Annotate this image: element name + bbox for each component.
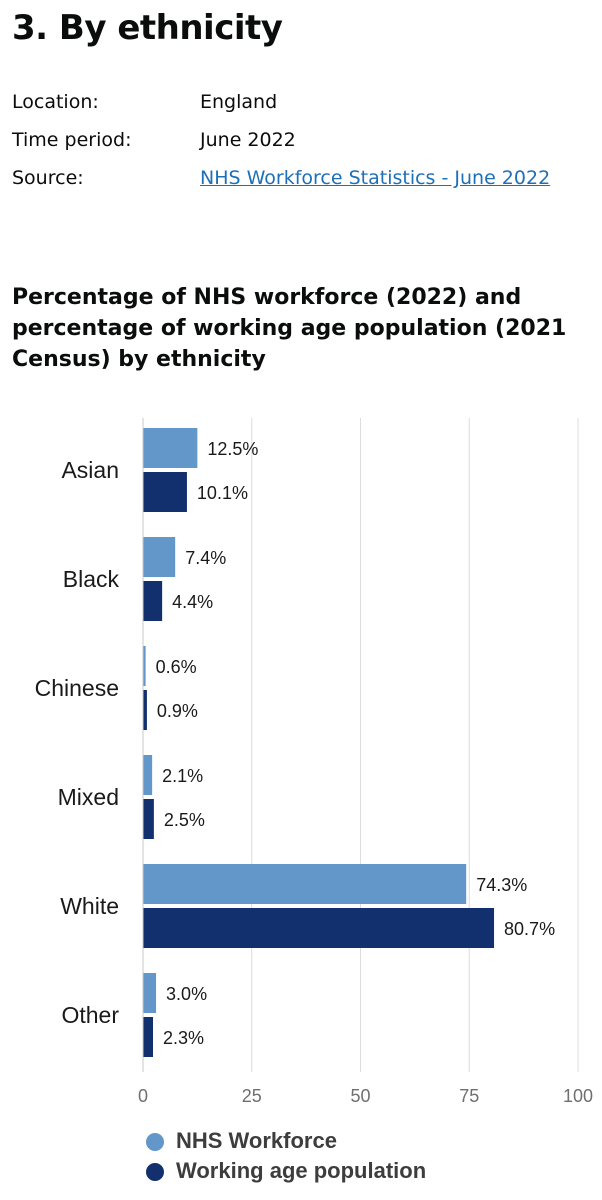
meta-row-time-period: Time period: June 2022 [12,126,592,164]
meta-key: Time period: [12,129,132,151]
category-label: Other [61,1002,119,1028]
legend-swatch [146,1133,164,1151]
data-label: 80.7% [504,919,555,939]
data-label: 74.3% [476,875,527,895]
chart-title: Percentage of NHS workforce (2022) and p… [12,285,567,372]
data-label: 0.9% [157,701,198,721]
category-label: Mixed [58,784,119,810]
bar [143,755,153,795]
bar-chart: 0 25 50 75 100 Asian 12.5% 10.1% Black 7.4% 4.4% Ch… [35,418,593,1106]
category-label: Asian [61,457,119,483]
x-tick-label: 50 [350,1086,370,1106]
x-tick-label: 75 [459,1086,479,1106]
bar [143,1017,154,1057]
bar [143,428,198,468]
category-label: White [60,893,119,919]
category-label: Black [63,566,120,592]
data-label: 0.6% [156,657,197,677]
data-label: 4.4% [172,592,213,612]
bar [143,908,495,948]
meta-value: England [200,91,278,113]
bar [143,690,147,730]
meta-key: Source: [12,167,84,189]
meta-value: June 2022 [200,129,296,151]
page-title: 3. By ethnicity [12,8,283,48]
x-tick-label: 25 [242,1086,262,1106]
meta-row-source: Source: NHS Workforce Statistics - June … [12,164,592,202]
source-link[interactable]: NHS Workforce Statistics - June 2022 [200,167,551,189]
bar [143,537,176,577]
data-label: 2.1% [162,766,203,786]
data-label: 10.1% [197,483,248,503]
metadata-list: Location: England Time period: June 2022… [12,88,592,202]
bar [143,973,157,1013]
bar [143,472,187,512]
data-label: 2.3% [163,1028,204,1048]
legend-swatch [146,1163,164,1181]
meta-row-location: Location: England [12,88,592,126]
bar [143,646,146,686]
legend-label: Working age population [176,1158,427,1183]
category-label: Chinese [35,675,119,701]
data-label: 12.5% [207,439,258,459]
meta-key: Location: [12,91,99,113]
bar [143,799,154,839]
data-label: 2.5% [164,810,205,830]
bar [143,581,163,621]
data-label: 3.0% [166,984,207,1004]
legend-label: NHS Workforce [176,1128,337,1153]
x-tick-label: 0 [138,1086,148,1106]
bar [143,864,467,904]
meta-value: NHS Workforce Statistics - June 2022 [200,164,550,192]
x-tick-label: 100 [563,1086,593,1106]
data-label: 7.4% [185,548,226,568]
